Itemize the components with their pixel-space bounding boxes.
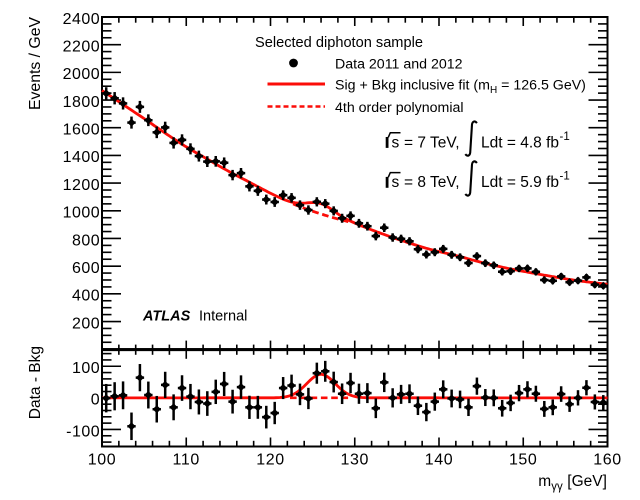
svg-text:1400: 1400 <box>63 149 101 166</box>
svg-text:400: 400 <box>72 288 100 305</box>
svg-text:130: 130 <box>341 452 370 469</box>
svg-text:Data - Bkg: Data - Bkg <box>27 346 44 419</box>
svg-text:150: 150 <box>509 452 538 469</box>
svg-text:140: 140 <box>425 452 454 469</box>
svg-text:Sig + Bkg inclusive fit (mH =: Sig + Bkg inclusive fit (mH = 126.5 GeV) <box>335 78 586 97</box>
svg-text:800: 800 <box>72 232 100 249</box>
svg-text:110: 110 <box>173 452 200 469</box>
svg-text:-1: -1 <box>560 131 570 143</box>
svg-text:Internal: Internal <box>199 309 247 325</box>
svg-text:Events / GeV: Events / GeV <box>27 17 44 111</box>
svg-text:1600: 1600 <box>63 122 101 139</box>
svg-text:160: 160 <box>593 452 622 469</box>
svg-text:2200: 2200 <box>63 39 101 56</box>
svg-text:-1: -1 <box>560 171 570 183</box>
svg-text:200: 200 <box>72 315 100 332</box>
svg-text:ATLAS: ATLAS <box>142 309 191 325</box>
svg-text:600: 600 <box>72 260 100 277</box>
svg-text:= 8 TeV,: = 8 TeV, <box>404 174 460 191</box>
svg-text:Ldt = 5.9 fb: Ldt = 5.9 fb <box>481 174 559 191</box>
svg-text:Selected diphoton sample: Selected diphoton sample <box>255 35 423 51</box>
svg-text:s: s <box>392 174 400 191</box>
svg-text:100: 100 <box>72 360 100 377</box>
svg-text:1000: 1000 <box>63 205 101 222</box>
svg-text:s: s <box>392 134 400 151</box>
svg-text:2400: 2400 <box>63 11 101 28</box>
svg-text:4th order polynomial: 4th order polynomial <box>335 100 464 116</box>
svg-text:100: 100 <box>88 452 117 469</box>
svg-text:Ldt = 4.8 fb: Ldt = 4.8 fb <box>481 134 559 151</box>
svg-text:1800: 1800 <box>63 94 101 111</box>
svg-text:2000: 2000 <box>63 66 101 83</box>
svg-text:0: 0 <box>91 392 100 409</box>
svg-text:-100: -100 <box>66 423 100 440</box>
svg-text:= 7 TeV,: = 7 TeV, <box>404 134 460 151</box>
svg-text:Data 2011 and 2012: Data 2011 and 2012 <box>335 57 463 73</box>
svg-text:1200: 1200 <box>63 177 101 194</box>
svg-text:120: 120 <box>256 452 285 469</box>
